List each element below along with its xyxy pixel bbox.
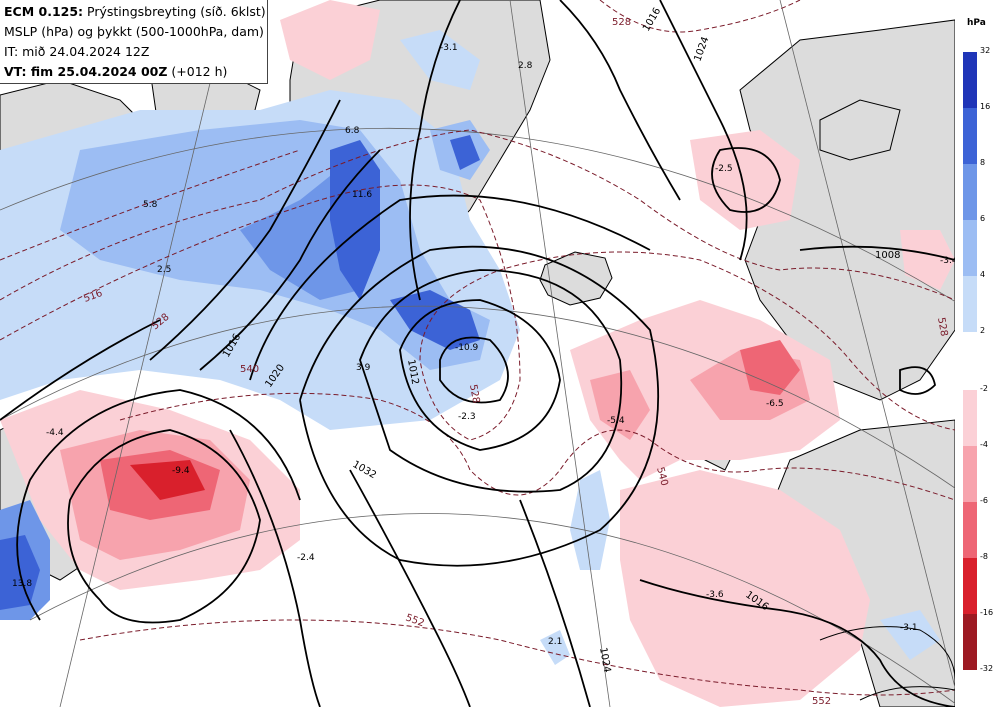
- legend-tick: -32: [980, 664, 994, 673]
- legend-swatch: [963, 390, 977, 446]
- negative-tendency: [0, 0, 955, 707]
- color-legend: hPa 32 16 8 6 4 2 -2 -4 -6 -8 -16 -32: [955, 0, 1000, 707]
- legend-tick: -6: [980, 496, 988, 505]
- legend-swatch: [963, 614, 977, 670]
- tendency-label: 2.8: [518, 61, 533, 71]
- legend-tick: 32: [980, 46, 991, 55]
- legend-tick: 2: [980, 326, 986, 335]
- positive-tendency: [0, 30, 940, 665]
- tendency-label: 11.6: [352, 190, 372, 200]
- isobar-label: 1012: [405, 359, 420, 386]
- thickness-contours: [0, 0, 956, 696]
- tendency-label: -3.1: [900, 623, 918, 633]
- legend-tick: -16: [980, 608, 994, 617]
- legend-tick: -8: [980, 552, 988, 561]
- tendency-label: -5.4: [607, 416, 625, 426]
- isobar-label: 1008: [875, 250, 900, 261]
- tendency-label: -10.9: [455, 343, 479, 353]
- thickness-label: 528: [467, 384, 481, 405]
- tendency-label: 13.8: [12, 579, 32, 589]
- valid-time: VT: fim 25.04.2024 00Z: [4, 64, 168, 79]
- legend-swatch: [963, 446, 977, 502]
- tendency-label: 3.9: [356, 363, 371, 373]
- legend-swatch: [963, 52, 977, 108]
- tendency-label: -3.6: [706, 590, 724, 600]
- tendency-label: 5.8: [143, 200, 158, 210]
- tendency-label: -2.4: [297, 553, 315, 563]
- tendency-label: -2.3: [458, 412, 476, 422]
- info-line-fields: MSLP (hPa) og þykkt (500-1000hPa, dam): [4, 24, 264, 39]
- isobar-label: 1024: [597, 647, 612, 674]
- coast-detail: [819, 626, 956, 701]
- tendency-label: 6.8: [345, 126, 360, 136]
- info-line-valid-time: VT: fim 25.04.2024 00Z (+012 h): [4, 62, 267, 82]
- tendency-label: 2.1: [548, 637, 562, 647]
- thickness-label: 540: [240, 364, 259, 375]
- info-line-model: ECM 0.125: Prýstingsbreyting (síð. 6klst…: [4, 2, 267, 22]
- legend-tick: 8: [980, 158, 986, 167]
- legend-tick: -2: [980, 384, 988, 393]
- tendency-label: 2.5: [157, 265, 171, 275]
- thickness-label: 528: [935, 317, 949, 338]
- tendency-label: -9.4: [172, 466, 190, 476]
- tendency-label: -2.5: [715, 164, 733, 174]
- legend-swatch: [963, 164, 977, 220]
- product-desc: Prýstingsbreyting (síð. 6klst): [87, 4, 266, 19]
- map-info-box: ECM 0.125: Prýstingsbreyting (síð. 6klst…: [0, 0, 268, 84]
- legend-tick: 16: [980, 102, 991, 111]
- legend-unit: hPa: [967, 18, 986, 28]
- isobars: [0, 0, 956, 707]
- legend-swatch: [963, 276, 977, 332]
- legend-tick: 4: [980, 270, 986, 279]
- legend-swatch: [963, 220, 977, 276]
- tendency-labels: -3.1 2.8 6.8 5.8 11.6 2.5 -2.5 -3.4 -10.…: [12, 43, 958, 647]
- tendency-label: -3.1: [440, 43, 458, 53]
- thickness-label: 528: [612, 17, 631, 28]
- info-line-init-time: IT: mið 24.04.2024 12Z: [4, 44, 150, 59]
- forecast-offset: (+012 h): [171, 64, 228, 79]
- legend-swatch: [963, 502, 977, 558]
- legend-tick: -4: [980, 440, 988, 449]
- model-name: ECM 0.125:: [4, 4, 84, 19]
- thickness-label: 540: [654, 466, 670, 487]
- legend-tick: 6: [980, 214, 986, 223]
- tendency-label: -3.4: [940, 256, 958, 266]
- thickness-label: 552: [812, 696, 831, 707]
- legend-swatch: [963, 108, 977, 164]
- legend-swatch: [963, 558, 977, 614]
- tendency-label: -6.5: [766, 399, 784, 409]
- tendency-label: -4.4: [46, 428, 64, 438]
